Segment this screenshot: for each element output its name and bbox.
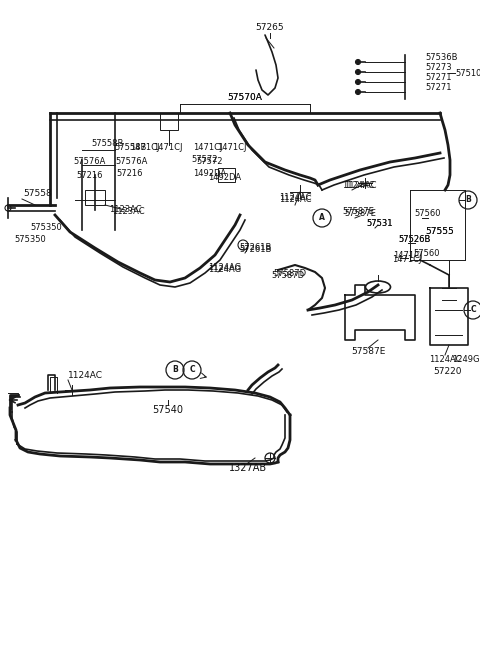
Text: A: A — [319, 214, 325, 223]
Text: C: C — [189, 365, 195, 374]
Text: 57587D: 57587D — [274, 269, 307, 279]
Text: 1249GE: 1249GE — [452, 355, 480, 365]
Text: 57558B: 57558B — [92, 139, 124, 148]
Text: 1124AC: 1124AC — [279, 194, 311, 202]
Text: 57555: 57555 — [426, 227, 455, 237]
Text: 57271: 57271 — [425, 74, 452, 83]
Text: 57216: 57216 — [117, 170, 143, 179]
Text: B: B — [465, 196, 471, 204]
Text: 1124AG: 1124AG — [208, 265, 241, 275]
Text: 1123AC: 1123AC — [108, 206, 141, 214]
Text: 57261B: 57261B — [240, 244, 272, 252]
Text: 1124AC: 1124AC — [429, 355, 461, 365]
Text: 57572: 57572 — [197, 158, 223, 166]
Text: 57526B: 57526B — [399, 235, 431, 244]
Text: 575350: 575350 — [30, 223, 62, 233]
Text: 57216: 57216 — [77, 171, 103, 179]
Text: 1123AC: 1123AC — [112, 208, 144, 217]
Text: 1124AG: 1124AG — [208, 263, 241, 273]
Text: 57526B: 57526B — [399, 235, 431, 244]
Text: 1124AC: 1124AC — [344, 181, 376, 189]
Text: 1471CJ: 1471CJ — [193, 143, 223, 152]
Text: 57531: 57531 — [367, 219, 393, 229]
Text: 1492DA: 1492DA — [208, 173, 241, 183]
Text: 57220: 57220 — [434, 367, 462, 376]
Text: B: B — [172, 365, 178, 374]
Text: 57261B: 57261B — [240, 246, 272, 254]
Text: 57587E: 57587E — [351, 348, 385, 357]
Text: 1471CJ: 1471CJ — [217, 143, 247, 152]
Text: 57560: 57560 — [415, 208, 441, 217]
Text: 57576A: 57576A — [116, 158, 148, 166]
Text: C: C — [470, 306, 476, 315]
Text: 57558B: 57558B — [115, 143, 147, 152]
Text: 1471CJ: 1471CJ — [130, 143, 160, 152]
Circle shape — [356, 89, 360, 95]
Text: 57570A: 57570A — [228, 93, 263, 102]
Text: 57555: 57555 — [426, 227, 455, 237]
Text: 1124AC: 1124AC — [279, 196, 311, 204]
Text: 57572: 57572 — [192, 156, 218, 164]
Text: 57536B: 57536B — [425, 53, 457, 62]
Text: 575350: 575350 — [14, 235, 46, 244]
Text: 57587E: 57587E — [344, 208, 376, 217]
Circle shape — [356, 70, 360, 74]
Text: 57510: 57510 — [455, 68, 480, 78]
Text: 57587E: 57587E — [342, 208, 374, 217]
Circle shape — [356, 60, 360, 64]
Text: 1492DA: 1492DA — [193, 170, 227, 179]
Text: 57576A: 57576A — [74, 158, 106, 166]
Text: 57560: 57560 — [414, 248, 440, 258]
Text: 57273: 57273 — [425, 64, 452, 72]
Text: 57587D: 57587D — [271, 271, 305, 279]
Text: 57540: 57540 — [153, 405, 183, 415]
Text: 1124AC: 1124AC — [342, 181, 374, 189]
Text: 1471CJ: 1471CJ — [393, 250, 423, 260]
Text: 57531: 57531 — [367, 219, 393, 229]
Text: 57265: 57265 — [256, 24, 284, 32]
Text: 1327AB: 1327AB — [229, 463, 267, 473]
Text: 1124AC: 1124AC — [68, 371, 103, 380]
Text: 1471CJ: 1471CJ — [392, 256, 422, 265]
Circle shape — [356, 79, 360, 85]
Text: 1471CJ: 1471CJ — [153, 143, 183, 152]
Text: 57558: 57558 — [24, 189, 52, 198]
Text: 57271: 57271 — [425, 83, 452, 93]
Text: 57570A: 57570A — [228, 93, 263, 102]
